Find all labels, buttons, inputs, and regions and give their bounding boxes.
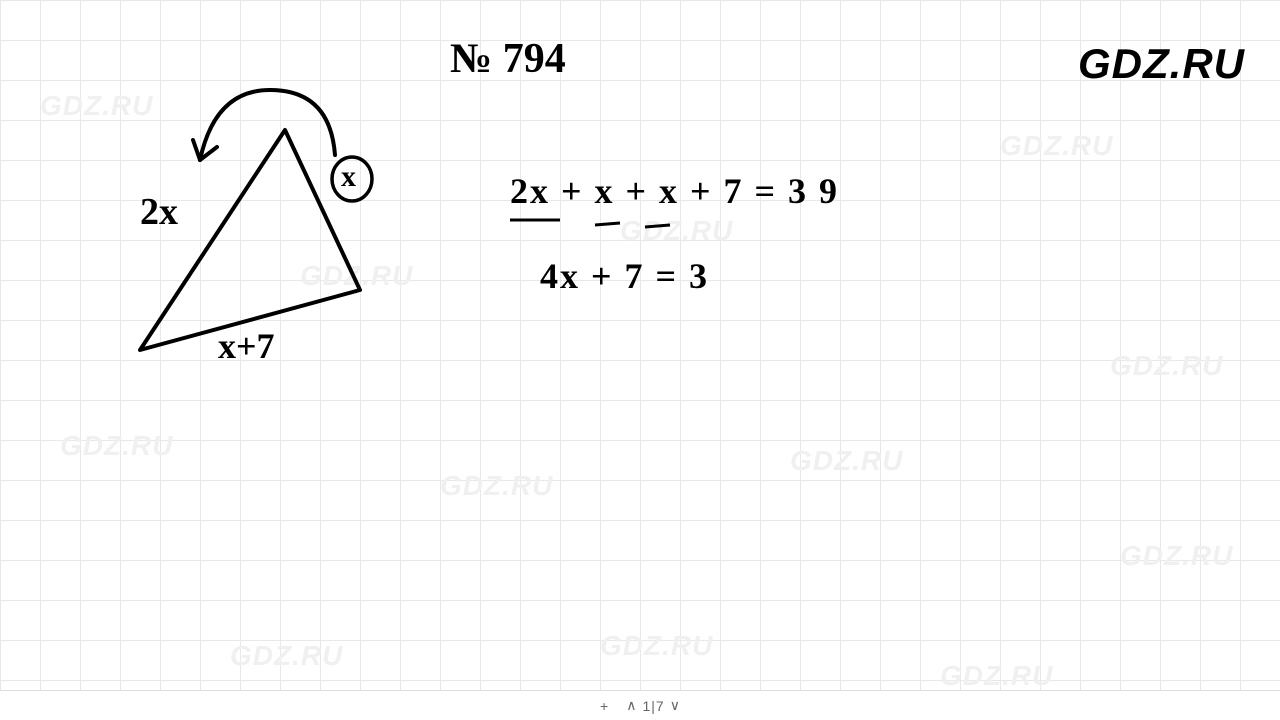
triangle-left-label: 2x (140, 190, 178, 234)
total-pages: 7 (656, 698, 664, 714)
current-page: 1 (642, 698, 650, 714)
site-logo: GDZ.RU (1078, 40, 1245, 88)
add-button[interactable]: + (600, 698, 608, 714)
prev-page-button[interactable]: ∧ (626, 697, 636, 714)
next-page-button[interactable]: ∨ (670, 697, 680, 714)
page-indicator: ∧ 1 | 7 ∨ (626, 697, 680, 714)
equation-line-2: 4x + 7 = 3 (540, 255, 709, 297)
triangle-bottom-label: x+7 (218, 325, 275, 367)
equation-underlines (505, 215, 835, 230)
equation-line-1: 2x + x + x + 7 = 3 9 (510, 170, 839, 212)
page-divider: | (651, 698, 655, 714)
page-toolbar: + ∧ 1 | 7 ∨ (0, 690, 1280, 720)
triangle-right-label: x (341, 160, 356, 194)
problem-number: № 794 (450, 35, 566, 83)
